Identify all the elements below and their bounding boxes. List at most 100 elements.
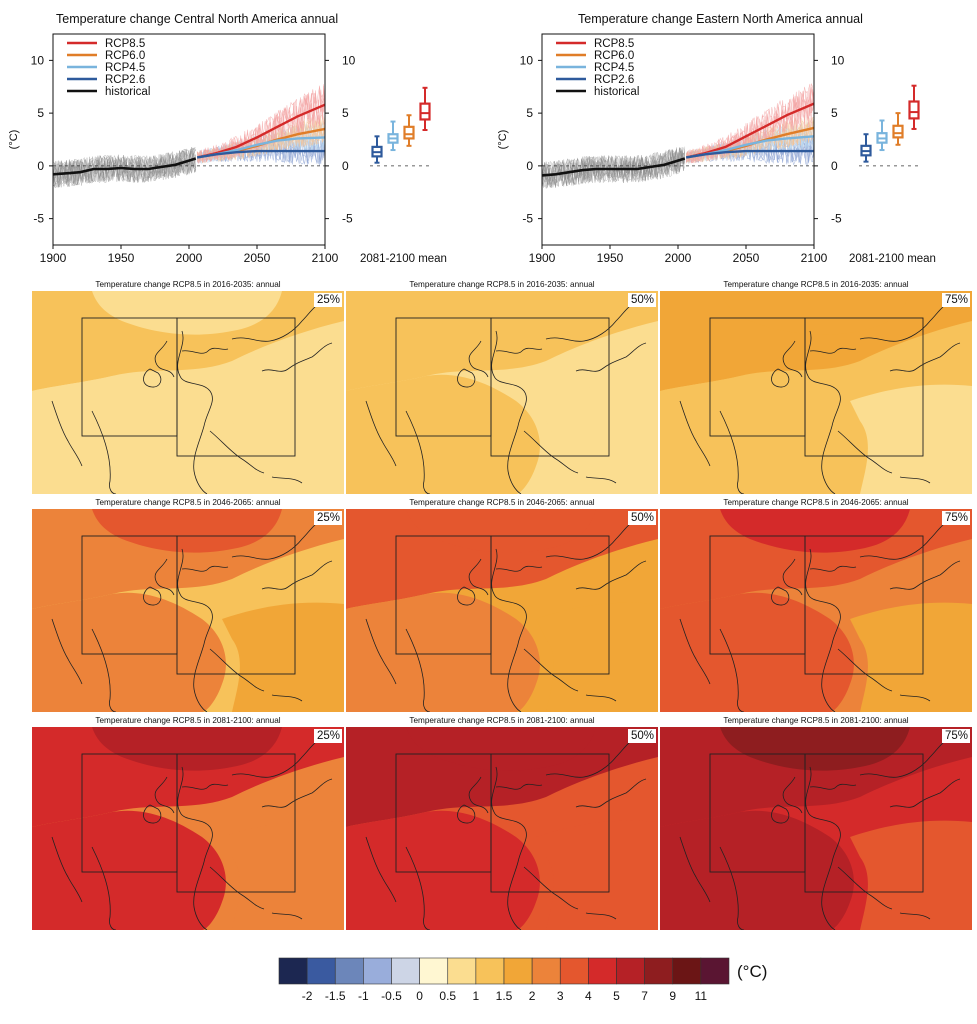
x-tick-label: 2050	[733, 251, 760, 265]
coastline-group	[51, 514, 333, 712]
coastline-group	[365, 296, 647, 494]
colorbar-swatch	[334, 957, 364, 985]
x-tick-label: 1900	[529, 251, 556, 265]
x-tick-label: 2000	[176, 251, 203, 265]
coastline	[837, 430, 931, 484]
map-title: Temperature change RCP8.5 in 2016-2035: …	[723, 280, 909, 289]
map-title: Temperature change RCP8.5 in 2016-2035: …	[409, 280, 595, 289]
percentile-label: 25%	[313, 293, 342, 307]
map-panel: 25%	[32, 509, 344, 712]
box-body	[419, 102, 431, 121]
coastline	[771, 776, 803, 824]
coastline	[523, 430, 617, 484]
x-tick-label: 1950	[597, 251, 624, 265]
coastline	[405, 410, 431, 494]
box-body	[892, 124, 904, 139]
x-tick-label: 1950	[108, 251, 135, 265]
coastline	[261, 560, 333, 590]
box-body	[403, 125, 415, 140]
temperature-zone	[406, 727, 596, 771]
historical-member-line	[541, 146, 685, 187]
y-tick-label-right: 5	[342, 106, 349, 120]
region-box-eastern	[176, 753, 296, 893]
map-title: Temperature change RCP8.5 in 2081-2100: …	[409, 716, 595, 725]
coastline-group	[365, 732, 647, 930]
legend-label: RCP8.5	[594, 38, 634, 50]
region-box-eastern	[490, 317, 610, 457]
plot-area	[52, 83, 326, 189]
colorbar-swatch	[672, 957, 702, 985]
percentile-label: 25%	[313, 511, 342, 525]
coastline	[771, 340, 803, 388]
percentile-label: 75%	[941, 511, 970, 525]
colorbar-tick-label: 1.5	[496, 989, 513, 1003]
y-tick-label: -5	[33, 212, 44, 226]
percentile-label: 50%	[627, 293, 656, 307]
region-boxes	[709, 535, 924, 675]
region-box-eastern	[804, 317, 924, 457]
coastline-group	[679, 732, 961, 930]
temperature-zone	[536, 602, 658, 712]
coastline	[809, 296, 961, 354]
historical-member-line	[52, 146, 196, 186]
map-title: Temperature change RCP8.5 in 2046-2065: …	[95, 498, 281, 507]
temperature-zone	[222, 820, 344, 930]
coastline	[805, 330, 841, 494]
legend-label: historical	[105, 86, 150, 98]
coastline	[575, 560, 647, 590]
coastline	[809, 732, 961, 790]
region-box-eastern	[176, 535, 296, 675]
chart-title-eastern: Temperature change Eastern North America…	[578, 12, 863, 26]
map-title: Temperature change RCP8.5 in 2016-2035: …	[95, 280, 281, 289]
map-canvas	[32, 509, 344, 712]
coastline-group	[365, 514, 647, 712]
coastline	[719, 846, 745, 930]
coastline	[177, 766, 213, 930]
coastline	[405, 846, 431, 930]
map-panel: 50%	[346, 291, 658, 494]
colorbar-tick-label: 0.5	[439, 989, 456, 1003]
coastline	[261, 342, 333, 372]
coastline	[181, 514, 333, 572]
historical-member-line	[52, 148, 197, 188]
map-canvas	[346, 727, 658, 930]
coastline	[91, 410, 117, 494]
coastline	[143, 776, 175, 824]
colorbar-tick-label: 1	[473, 989, 480, 1003]
colorbar-tick-label: 4	[585, 989, 592, 1003]
colorbar-tick-label: -2	[302, 989, 313, 1003]
coastline	[143, 340, 175, 388]
coastline	[405, 628, 431, 712]
coastline-group	[51, 296, 333, 494]
colorbar-tick-label: -1.5	[325, 989, 346, 1003]
coastline	[143, 558, 175, 606]
temperature-zone	[92, 727, 282, 771]
colorbar-tick-label: 5	[613, 989, 620, 1003]
x-tick-label: 2100	[801, 251, 828, 265]
x-tick-label: 1900	[40, 251, 67, 265]
coastline-group	[679, 514, 961, 712]
legend-label: RCP4.5	[105, 62, 145, 74]
timeseries-chart-central: 1900 1950 2000 2050 2100 -5 -5 0 0 5 5 10 10 (°C) RCP8…	[8, 33, 447, 265]
coastline	[523, 648, 617, 702]
box-axis-label: 2081-2100 mean	[849, 253, 936, 265]
coastline	[523, 866, 617, 920]
map-canvas	[32, 727, 344, 930]
y-axis-label: (°C)	[497, 130, 509, 150]
region-box-eastern	[490, 753, 610, 893]
colorbar-tick-label: 9	[669, 989, 676, 1003]
map-panel: 75%	[660, 727, 972, 930]
colorbar-tick-label: 3	[557, 989, 564, 1003]
map-panel: 25%	[32, 291, 344, 494]
coastline	[771, 558, 803, 606]
colorbar-swatch	[559, 957, 589, 985]
percentile-label: 25%	[313, 729, 342, 743]
coastline	[51, 618, 83, 685]
series-line-rcp26	[197, 149, 325, 159]
region-box-eastern	[804, 535, 924, 675]
coastline	[491, 330, 527, 494]
box-axis-label: 2081-2100 mean	[360, 253, 447, 265]
temperature-zone	[406, 291, 596, 335]
temperature-zone	[720, 291, 910, 335]
map-panel: 75%	[660, 509, 972, 712]
